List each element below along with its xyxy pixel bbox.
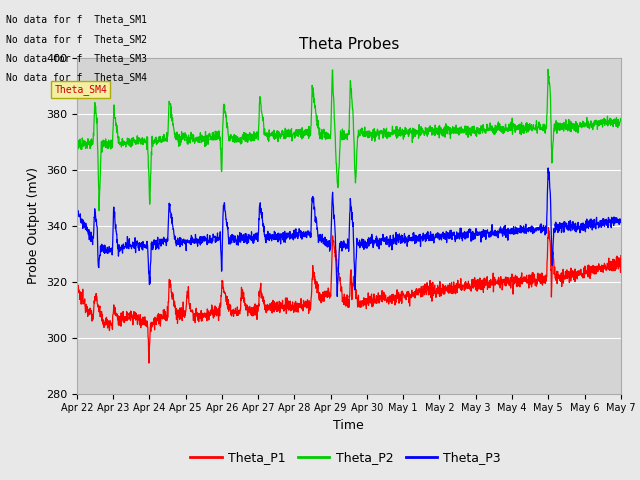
Legend: Theta_P1, Theta_P2, Theta_P3: Theta_P1, Theta_P2, Theta_P3 [186,446,506,469]
Theta_P1 [617,252,625,258]
Theta_P1 [545,225,552,230]
Theta_P1 [100,320,108,325]
Theta_P1 [73,288,81,294]
Theta_P1 [323,294,331,300]
Theta_P2 [502,122,509,128]
Theta_P3 [544,165,552,171]
Title: Theta Probes: Theta Probes [299,37,399,52]
Theta_P3 [73,205,81,211]
Theta_P2 [323,136,331,142]
X-axis label: Time: Time [333,419,364,432]
Theta_P3 [502,231,509,237]
Theta_P1 [338,284,346,290]
Theta_P2 [73,143,81,149]
Theta_P1 [145,360,153,366]
Line: Theta_P2: Theta_P2 [77,69,621,211]
Theta_P3 [100,251,108,256]
Theta_P3 [333,294,341,300]
Line: Theta_P3: Theta_P3 [77,168,621,297]
Theta_P2 [602,120,609,125]
Line: Theta_P1: Theta_P1 [77,228,621,363]
Text: No data for f  Theta_SM2: No data for f Theta_SM2 [6,34,147,45]
Theta_P1 [502,275,509,280]
Theta_P3 [602,217,609,223]
Theta_P3 [323,242,331,248]
Theta_P2 [602,117,609,122]
Theta_P2 [338,131,346,137]
Theta_P2 [101,138,109,144]
Theta_P1 [602,262,609,268]
Text: Theta_SM4: Theta_SM4 [54,84,108,95]
Theta_P2 [544,66,552,72]
Theta_P2 [617,117,625,122]
Theta_P1 [602,264,609,270]
Y-axis label: Probe Output (mV): Probe Output (mV) [28,167,40,284]
Theta_P2 [95,208,103,214]
Text: No data for f  Theta_SM1: No data for f Theta_SM1 [6,14,147,25]
Theta_P3 [338,243,346,249]
Text: No data for f  Theta_SM4: No data for f Theta_SM4 [6,72,147,83]
Text: No data for f  Theta_SM3: No data for f Theta_SM3 [6,53,147,64]
Theta_P3 [602,219,609,225]
Theta_P3 [617,217,625,223]
